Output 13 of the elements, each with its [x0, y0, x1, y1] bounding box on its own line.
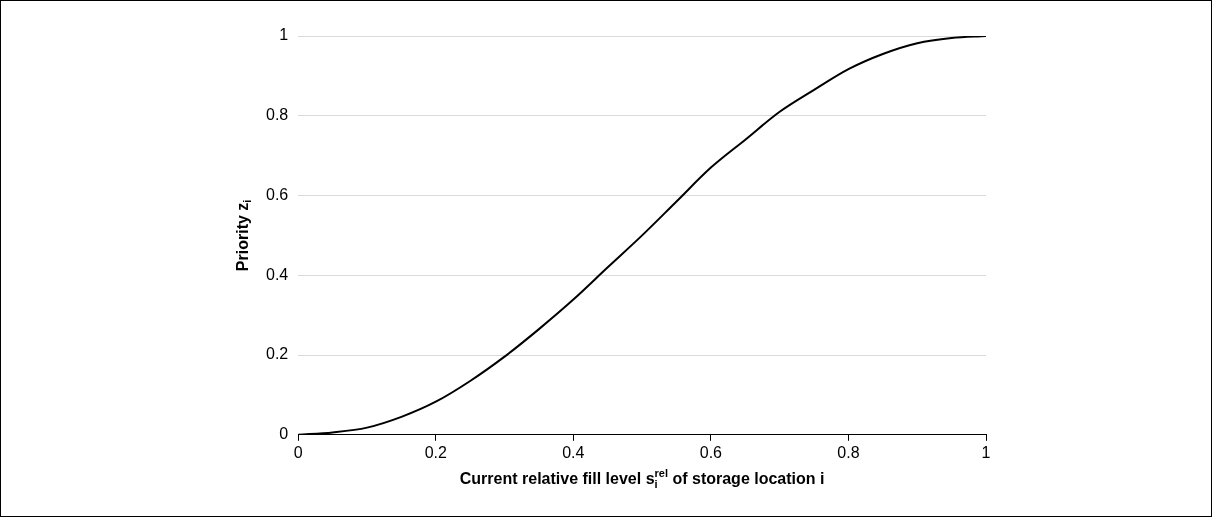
x-tick-label: 0.6	[699, 443, 723, 461]
y-axis-title: Priority zi	[233, 199, 254, 272]
y-tick-label: 0.4	[265, 265, 289, 283]
y-tick-label: 0.8	[265, 106, 289, 124]
y-tick-label: 0.2	[265, 345, 289, 363]
y-tick-label: 0.6	[265, 185, 289, 203]
y-tick-label: 1	[279, 26, 289, 44]
x-tick-label: 0	[293, 443, 303, 461]
x-tick-label: 0.2	[424, 443, 448, 461]
y-tick-label: 0	[279, 425, 289, 443]
x-tick-label: 1	[981, 443, 991, 461]
x-tick-label: 0.4	[562, 443, 585, 461]
x-tick-label: 0.8	[837, 443, 860, 461]
